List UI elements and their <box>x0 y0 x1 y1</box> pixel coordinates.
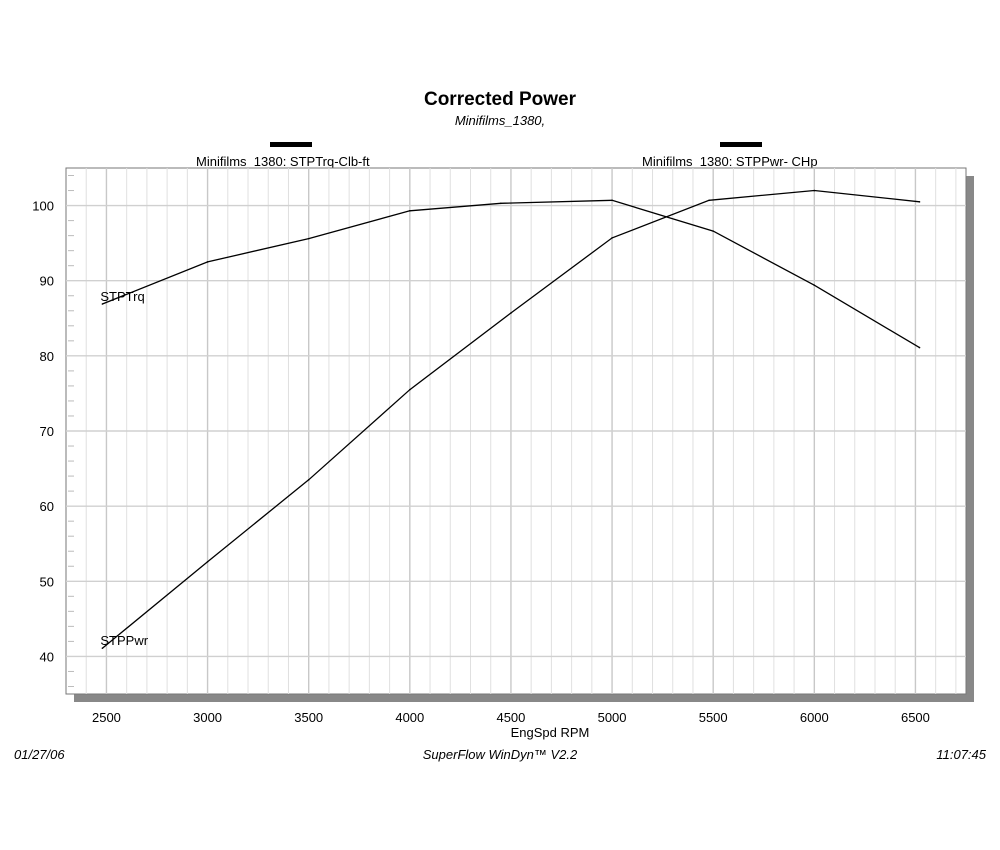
x-tick-label: 4000 <box>395 710 424 725</box>
x-tick-label: 3500 <box>294 710 323 725</box>
series-lines <box>101 189 921 649</box>
data-point <box>813 189 816 192</box>
footer-time: 11:07:45 <box>936 747 986 762</box>
footer-software: SuperFlow WinDyn™ V2.2 <box>422 747 578 762</box>
data-point <box>409 388 411 391</box>
data-point <box>918 201 921 203</box>
data-point <box>510 312 512 314</box>
data-point <box>307 479 310 481</box>
y-tick-label: 70 <box>40 424 54 439</box>
x-axis-label: EngSpd RPM <box>511 725 590 740</box>
x-tick-label: 2500 <box>92 710 121 725</box>
x-tick-label: 5500 <box>699 710 728 725</box>
legend-label-power: Minifilms_1380: STPPwr- CHp <box>642 154 818 169</box>
y-tick-label: 50 <box>40 574 54 589</box>
data-point <box>813 284 816 287</box>
series-inline-label: STPTrq <box>100 289 144 304</box>
data-point <box>307 237 310 240</box>
data-point <box>708 199 710 202</box>
x-tick-label: 5000 <box>598 710 627 725</box>
y-tick-label: 80 <box>40 349 54 364</box>
data-point <box>101 303 104 305</box>
data-point <box>500 202 502 205</box>
x-tick-label: 4500 <box>496 710 525 725</box>
legend-swatch-power <box>720 142 762 147</box>
data-point <box>611 199 613 202</box>
x-tick-label: 3000 <box>193 710 222 725</box>
data-point <box>918 346 921 349</box>
grid-lines <box>66 168 966 694</box>
data-point <box>206 261 209 263</box>
data-point <box>712 230 714 232</box>
data-point <box>611 237 613 239</box>
chart-subtitle: Minifilms_1380, <box>454 113 546 128</box>
y-tick-label: 40 <box>40 649 54 664</box>
series-inline-label: STPPwr <box>100 633 148 648</box>
minor-tick-marks <box>68 175 74 687</box>
y-tick-label: 100 <box>32 199 54 214</box>
data-point <box>409 210 411 212</box>
axis-labels: 2500 3000 3500 4000 4500 5000 5500 6000 6500 40 50… <box>32 199 930 740</box>
y-tick-label: 90 <box>40 274 54 289</box>
chart-title: Corrected Power <box>423 89 577 110</box>
x-tick-label: 6500 <box>901 710 930 725</box>
footer-date: 01/27/06 <box>14 747 65 762</box>
x-tick-label: 6000 <box>800 710 829 725</box>
legend-label-torque: Minifilms_1380: STPTrq-Clb-ft <box>196 154 370 169</box>
data-point <box>101 647 104 649</box>
data-point <box>206 560 209 563</box>
legend-swatch-torque <box>270 142 312 147</box>
y-tick-label: 60 <box>40 499 54 514</box>
